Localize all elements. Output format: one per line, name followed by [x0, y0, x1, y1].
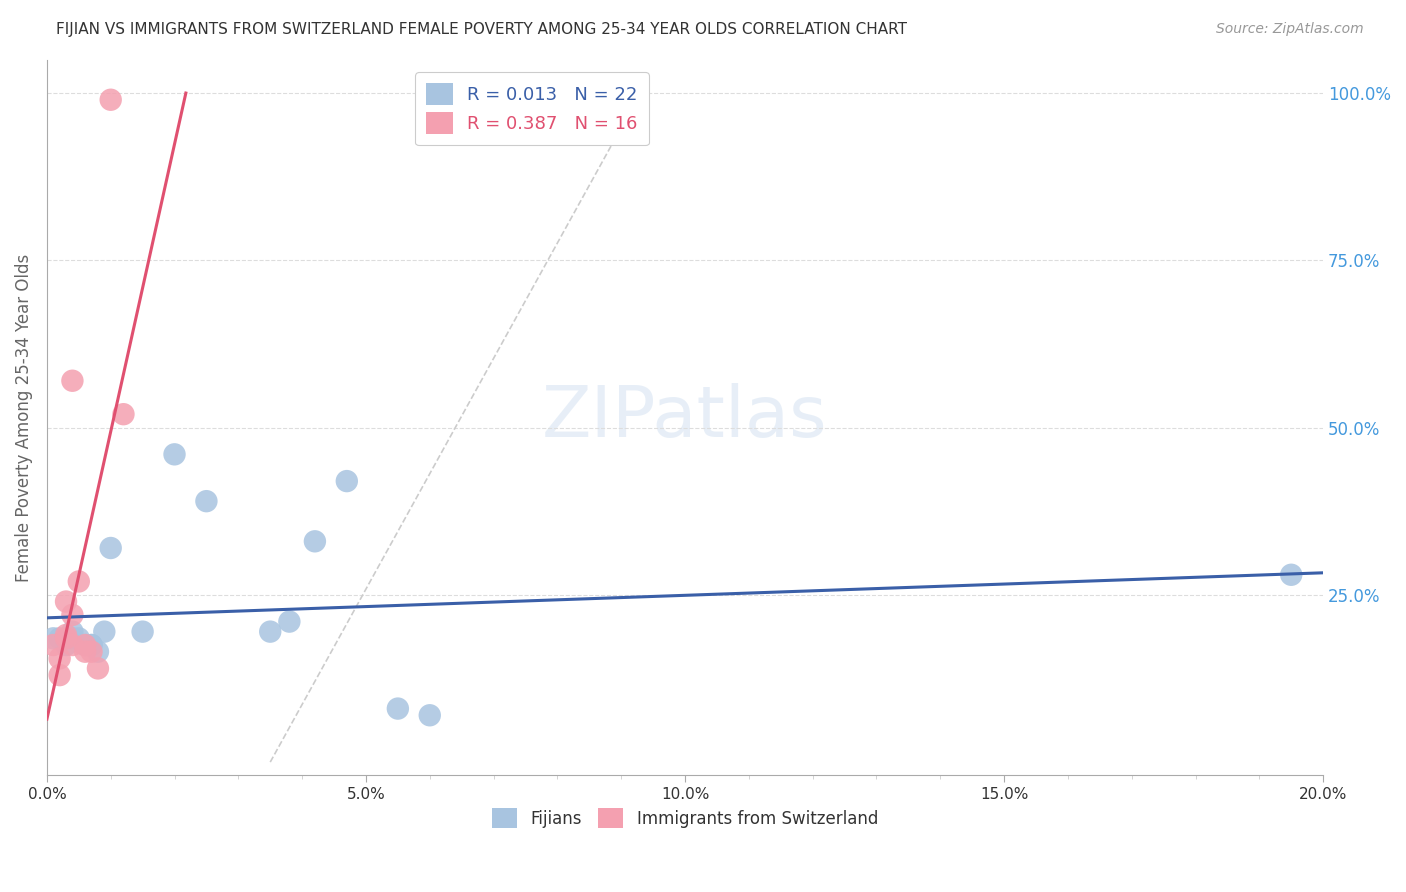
Point — [131, 624, 153, 639]
Point — [1279, 567, 1302, 582]
Point — [48, 632, 70, 646]
Point — [55, 628, 77, 642]
Point — [278, 615, 301, 629]
Point — [87, 661, 110, 675]
Point — [80, 645, 103, 659]
Point — [80, 638, 103, 652]
Point — [62, 638, 84, 652]
Point — [419, 708, 441, 723]
Point — [112, 407, 135, 421]
Point — [62, 632, 84, 646]
Point — [387, 701, 409, 715]
Text: Source: ZipAtlas.com: Source: ZipAtlas.com — [1216, 22, 1364, 37]
Point — [100, 541, 122, 555]
Point — [55, 638, 77, 652]
Point — [62, 374, 84, 388]
Point — [42, 638, 65, 652]
Point — [62, 607, 84, 622]
Point — [75, 645, 97, 659]
Point — [304, 534, 326, 549]
Point — [93, 624, 115, 639]
Point — [75, 638, 97, 652]
Point — [42, 632, 65, 646]
Point — [87, 645, 110, 659]
Point — [67, 574, 90, 589]
Y-axis label: Female Poverty Among 25-34 Year Olds: Female Poverty Among 25-34 Year Olds — [15, 253, 32, 582]
Text: FIJIAN VS IMMIGRANTS FROM SWITZERLAND FEMALE POVERTY AMONG 25-34 YEAR OLDS CORRE: FIJIAN VS IMMIGRANTS FROM SWITZERLAND FE… — [56, 22, 907, 37]
Point — [195, 494, 218, 508]
Point — [62, 624, 84, 639]
Point — [100, 93, 122, 107]
Legend: Fijians, Immigrants from Switzerland: Fijians, Immigrants from Switzerland — [485, 802, 884, 835]
Point — [80, 638, 103, 652]
Point — [163, 447, 186, 461]
Point — [259, 624, 281, 639]
Point — [67, 632, 90, 646]
Point — [336, 474, 359, 488]
Point — [55, 594, 77, 608]
Point — [48, 668, 70, 682]
Text: ZIPatlas: ZIPatlas — [543, 383, 828, 452]
Point — [55, 632, 77, 646]
Point — [48, 651, 70, 665]
Point — [75, 638, 97, 652]
